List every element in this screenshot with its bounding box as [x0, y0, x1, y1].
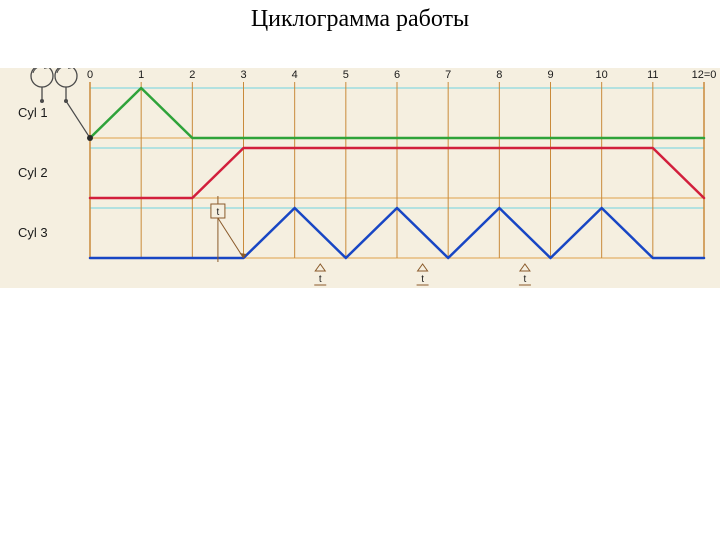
- row-label-2: Cyl 3: [18, 225, 48, 240]
- x-tick-7: 7: [445, 69, 451, 81]
- x-tick-5: 5: [343, 69, 349, 81]
- x-tick-0: 0: [87, 69, 93, 81]
- row-label-1: Cyl 2: [18, 165, 48, 180]
- x-tick-12: 12=0: [692, 69, 717, 81]
- title-text: Циклограмма работы: [251, 6, 469, 32]
- cyclogram-svg: 0 1 2 3 4 5 6 7 8 9 10 11 12=0 Cyl 1 Cyl 2 Cyl 3 t t t t: [0, 68, 720, 288]
- x-tick-8: 8: [496, 69, 502, 81]
- start-node: [87, 135, 93, 141]
- x-tick-4: 4: [292, 69, 298, 81]
- svg-text:t: t: [217, 207, 220, 218]
- x-tick-1: 1: [138, 69, 144, 81]
- x-tick-9: 9: [547, 69, 553, 81]
- t-marker-label-0: t: [319, 274, 322, 285]
- x-tick-11: 11: [647, 69, 658, 81]
- page-title: Циклограмма работы: [0, 6, 720, 33]
- x-tick-6: 6: [394, 69, 400, 81]
- x-tick-3: 3: [240, 69, 246, 81]
- x-tick-10: 10: [596, 69, 608, 81]
- cyclogram-chart: 0 1 2 3 4 5 6 7 8 9 10 11 12=0 Cyl 1 Cyl 2 Cyl 3 t t t t: [0, 68, 720, 288]
- x-tick-2: 2: [189, 69, 195, 81]
- t-marker-label-2: t: [524, 274, 527, 285]
- t-marker-label-1: t: [421, 274, 424, 285]
- row-label-0: Cyl 1: [18, 105, 48, 120]
